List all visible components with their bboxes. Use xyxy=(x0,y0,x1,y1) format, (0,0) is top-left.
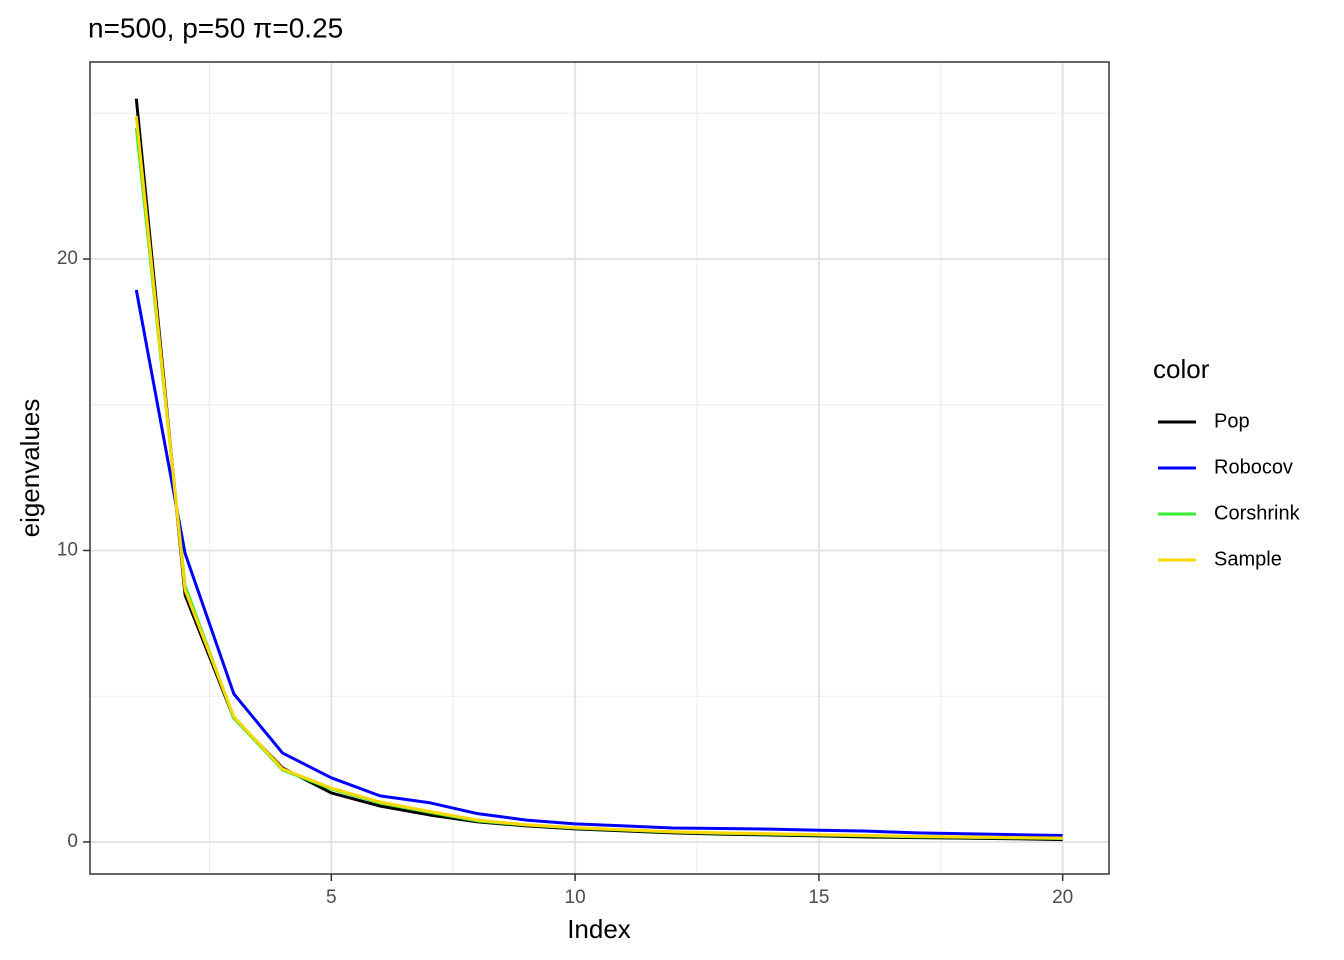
series-line xyxy=(134,127,1063,840)
y-tick-label: 20 xyxy=(57,248,78,269)
legend-label: Pop xyxy=(1214,410,1250,432)
x-tick-label: 20 xyxy=(1052,887,1073,908)
x-tick-label: 5 xyxy=(326,887,337,908)
legend-label: Sample xyxy=(1214,548,1282,570)
series-line xyxy=(134,116,1063,840)
x-tick-label: 15 xyxy=(808,887,829,908)
panel-border xyxy=(89,61,1110,875)
x-axis-label: Index xyxy=(567,914,631,944)
x-tick-label: 10 xyxy=(565,887,586,908)
series-line xyxy=(134,289,1063,838)
chart-title: n=500, p=50 π=0.25 xyxy=(88,12,343,43)
y-tick-label: 10 xyxy=(57,539,78,560)
y-axis-label: eigenvalues xyxy=(15,399,45,538)
legend-title: color xyxy=(1153,354,1210,384)
legend-label: Corshrink xyxy=(1214,502,1301,524)
y-tick-label: 0 xyxy=(67,831,78,852)
legend-label: Robocov xyxy=(1214,456,1293,478)
series-line xyxy=(134,98,1063,842)
